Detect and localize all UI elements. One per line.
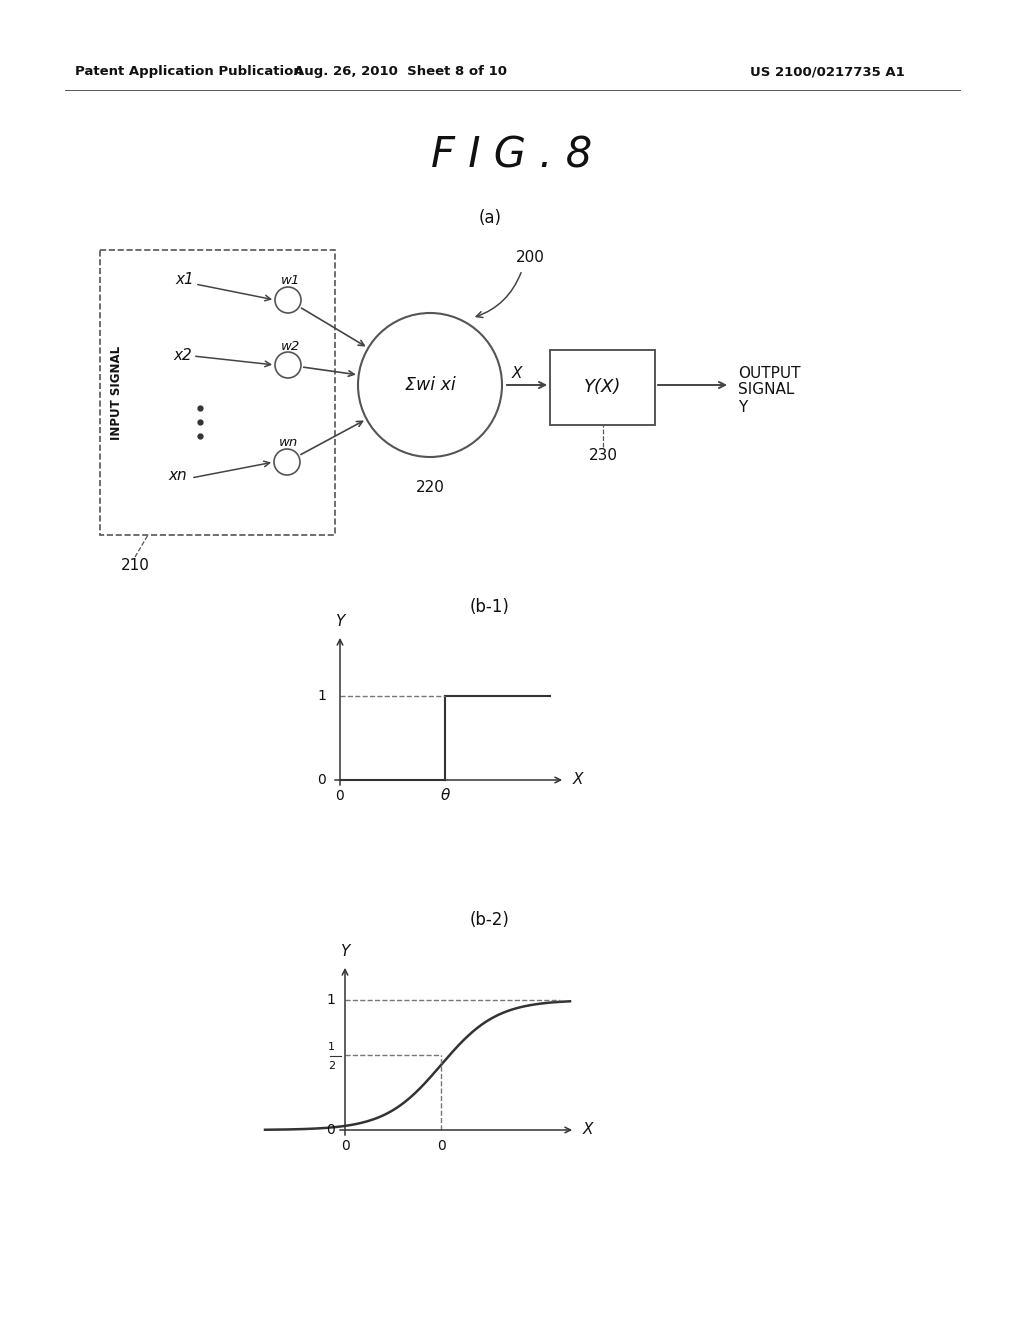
Text: (b-1): (b-1)	[470, 598, 510, 616]
Text: 0: 0	[317, 774, 326, 787]
Text: Y: Y	[340, 945, 349, 960]
Text: w2: w2	[281, 339, 300, 352]
Text: 210: 210	[121, 557, 150, 573]
Text: 1: 1	[326, 993, 335, 1007]
Text: Patent Application Publication: Patent Application Publication	[75, 66, 303, 78]
Text: Y(X): Y(X)	[584, 379, 622, 396]
Text: 220: 220	[416, 480, 444, 495]
Text: Y: Y	[335, 615, 345, 630]
Bar	[550, 350, 655, 425]
Text: F I G . 8: F I G . 8	[431, 135, 593, 176]
Text: Σwi xi: Σwi xi	[404, 376, 456, 393]
Text: Y: Y	[738, 400, 748, 414]
Text: 200: 200	[515, 251, 545, 265]
Text: x1: x1	[176, 272, 195, 288]
Text: 0: 0	[341, 1139, 349, 1152]
Text: INPUT SIGNAL: INPUT SIGNAL	[111, 346, 124, 440]
FancyArrowPatch shape	[476, 273, 521, 318]
Text: X: X	[583, 1122, 593, 1138]
Text: X: X	[512, 366, 522, 380]
Text: xn: xn	[169, 467, 187, 483]
Text: (b-2): (b-2)	[470, 911, 510, 929]
Text: θ: θ	[440, 788, 450, 804]
Text: US 2100/0217735 A1: US 2100/0217735 A1	[750, 66, 905, 78]
Text: SIGNAL: SIGNAL	[738, 383, 795, 397]
Text: 0: 0	[327, 1123, 335, 1137]
Text: wn: wn	[280, 437, 299, 450]
Text: 1: 1	[317, 689, 326, 704]
Bar	[100, 249, 335, 535]
Text: 230: 230	[589, 447, 617, 462]
Text: OUTPUT: OUTPUT	[738, 366, 801, 380]
Text: 0: 0	[336, 789, 344, 803]
Text: w1: w1	[281, 273, 300, 286]
Text: 1: 1	[328, 1041, 335, 1052]
Text: X: X	[572, 772, 584, 788]
Text: (a): (a)	[478, 209, 502, 227]
Text: 2: 2	[328, 1061, 335, 1071]
Text: x2: x2	[174, 347, 193, 363]
Text: 0: 0	[436, 1139, 445, 1152]
Text: Aug. 26, 2010  Sheet 8 of 10: Aug. 26, 2010 Sheet 8 of 10	[294, 66, 507, 78]
